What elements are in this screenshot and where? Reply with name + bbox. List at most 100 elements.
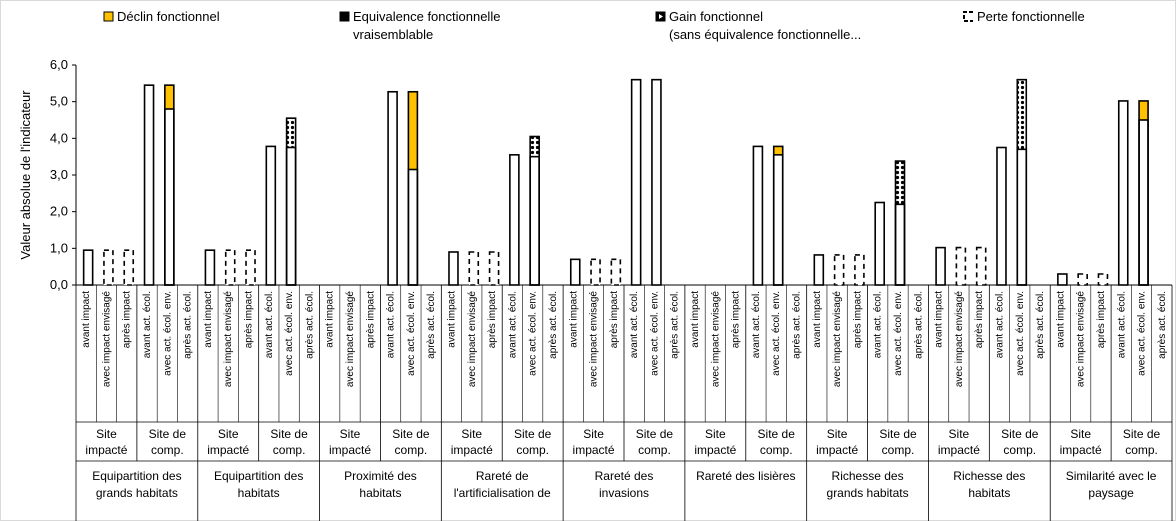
bar-label: après impact (244, 291, 255, 348)
group-label: Rareté des lisières (696, 469, 795, 483)
group-label: l'artificialisation de (454, 486, 551, 500)
base-bar (854, 254, 865, 286)
bar-label: avant act. écol. (629, 291, 640, 358)
gain-segment (895, 161, 905, 205)
bar-label: après act. écol. (670, 291, 681, 359)
site-label: Site de (392, 427, 430, 441)
bars (82, 78, 1149, 286)
bar-label: avec act. écol. env. (771, 291, 782, 376)
stack-outline (1016, 78, 1028, 286)
bar-label: après impact (609, 291, 620, 348)
declin-segment (1139, 100, 1149, 120)
site-label: impacté (207, 443, 249, 457)
bar-label: avant act. écol. (507, 291, 518, 358)
group-label: Equipartition des (92, 469, 181, 483)
bar-label: avec act. écol. env. (893, 291, 904, 376)
y-tick-label: 0,0 (50, 277, 68, 292)
site-label: Site de (879, 427, 917, 441)
bar-label: après act. écol. (183, 291, 194, 359)
site-label: comp. (516, 443, 549, 457)
site-label: Site (949, 427, 970, 441)
bar-label: avant impact (1055, 291, 1066, 348)
group-label: habitats (238, 486, 280, 500)
bar-label: après act. écol. (426, 291, 437, 359)
category-axis: avant impact avec impact envisagé après im… (75, 285, 1173, 521)
site-label: Site (1070, 427, 1091, 441)
group-label: invasions (599, 486, 649, 500)
base-bar (752, 145, 764, 286)
base-bar (82, 249, 94, 286)
bar-label: avec impact envisagé (954, 291, 965, 388)
bar-label: avec impact envisagé (101, 291, 112, 388)
base-bar (204, 249, 216, 286)
site-label: comp. (1125, 443, 1158, 457)
bar-label: avant impact (325, 291, 336, 348)
base-bar (813, 254, 825, 286)
bar-label: avec act. écol. env. (1137, 291, 1148, 376)
group-label: paysage (1088, 486, 1134, 500)
y-tick-label: 5,0 (50, 94, 68, 109)
base-bar (285, 146, 297, 286)
bar-label: avec impact envisagé (223, 291, 234, 388)
bar-label: après impact (365, 291, 376, 348)
group-label: habitats (359, 486, 401, 500)
base-bar (569, 258, 581, 286)
bar-label: après impact (487, 291, 498, 348)
bar-label: avec act. écol. env. (162, 291, 173, 376)
site-label: Site (705, 427, 726, 441)
site-label: Site de (270, 427, 308, 441)
bar-label: avant act. écol. (264, 291, 275, 358)
site-label: impacté (329, 443, 371, 457)
base-bar (509, 154, 520, 286)
y-tick-label: 2,0 (50, 204, 68, 219)
bar-label: avec impact envisagé (710, 291, 721, 388)
y-tick-label: 3,0 (50, 167, 68, 182)
group-label: habitats (968, 486, 1010, 500)
site-label: impacté (451, 443, 493, 457)
bar-label: après impact (852, 291, 863, 348)
base-bar (610, 258, 622, 286)
bar-label: avant impact (690, 291, 701, 348)
base-bar (448, 251, 459, 286)
legend-label: vraisemblable (353, 27, 433, 42)
legend-item-equiv: Equivalence fonctionnelle vraisemblable (339, 9, 500, 42)
bar-label: avant act. écol. (994, 291, 1005, 358)
bar-label: avec impact envisagé (1076, 291, 1087, 388)
site-label: Site (583, 427, 604, 441)
site-label: Site de (149, 427, 187, 441)
legend-label: Gain fonctionnel (669, 9, 763, 24)
base-bar (874, 201, 886, 286)
base-bar (996, 146, 1007, 286)
stack-outline (772, 145, 784, 286)
base-bar (630, 78, 642, 286)
base-bar (265, 145, 277, 286)
stack-outline (1138, 100, 1149, 286)
y-tick-label: 6,0 (50, 57, 68, 72)
stack-outline (894, 160, 906, 286)
bar-label: avant act. écol. (386, 291, 397, 358)
legend-item-perte: Perte fonctionnelle (963, 9, 1085, 24)
gain-segment (286, 118, 296, 148)
bar-label: avec impact envisagé (345, 291, 356, 388)
base-bar (1117, 100, 1129, 286)
base-bar (833, 254, 845, 286)
bar-label: avant impact (81, 291, 92, 348)
declin-segment (164, 85, 174, 109)
base-bar (468, 251, 480, 286)
base-bar (772, 154, 784, 286)
declin-segment (408, 91, 418, 170)
site-label: comp. (760, 443, 793, 457)
site-label: impacté (573, 443, 615, 457)
group-label: grands habitats (96, 486, 178, 500)
site-label: comp. (1003, 443, 1036, 457)
bar-label: avec impact envisagé (467, 291, 478, 388)
base-bar (143, 84, 155, 286)
site-label: comp. (151, 443, 184, 457)
base-bar (1057, 273, 1068, 286)
bar-label: avant act. écol. (142, 291, 153, 358)
y-tick-label: 1,0 (50, 240, 68, 255)
bar-label: après act. écol. (1035, 291, 1046, 359)
legend-item-gain: Gain fonctionnel (sans équivalence foncti… (655, 9, 861, 42)
base-bar (407, 168, 419, 286)
